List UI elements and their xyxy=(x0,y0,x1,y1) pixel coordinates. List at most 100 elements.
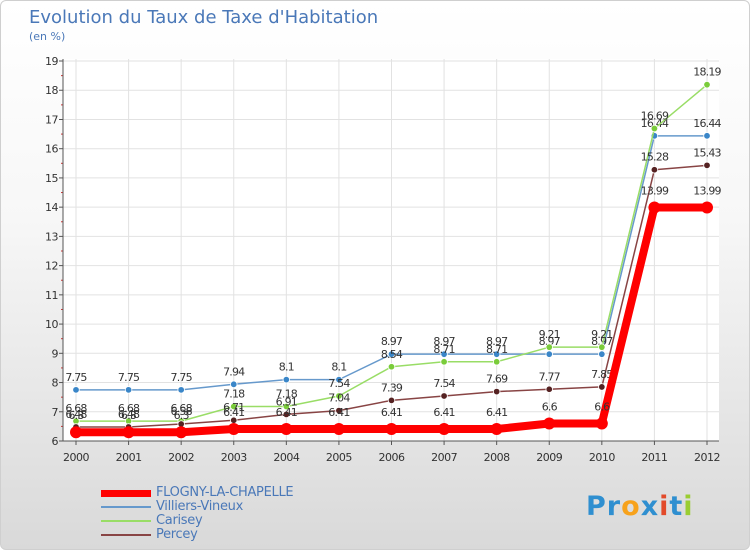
x-tick-label: 2002 xyxy=(168,451,194,464)
logo-letter: r xyxy=(606,491,622,522)
data-label-percey: 6.48 xyxy=(118,408,140,421)
data-point-percey xyxy=(387,396,396,405)
data-label-carisey: 7.54 xyxy=(328,377,350,390)
y-unit-label: (en %) xyxy=(29,30,66,43)
y-tick-label: 10 xyxy=(45,318,58,331)
data-point-flogny-la-chapelle xyxy=(595,417,608,430)
data-point-villiers-vineux xyxy=(230,380,238,388)
data-point-percey xyxy=(492,387,501,396)
data-point-percey xyxy=(440,392,448,400)
legend-swatch-carisey xyxy=(101,520,151,522)
data-point-flogny-la-chapelle xyxy=(280,423,293,436)
data-point-flogny-la-chapelle xyxy=(543,417,556,430)
legend-swatch-flogny xyxy=(101,490,151,497)
data-label-carisey: 6.68 xyxy=(118,402,140,415)
data-point-carisey xyxy=(598,343,606,351)
data-label-villiers-vineux: 7.75 xyxy=(171,371,193,384)
data-point-villiers-vineux xyxy=(282,375,291,384)
data-label-flogny-la-chapelle: 6.6 xyxy=(594,400,610,413)
logo-letter: i xyxy=(659,491,670,522)
data-label-villiers-vineux: 8.97 xyxy=(539,335,561,348)
x-tick-label: 2006 xyxy=(379,451,405,464)
data-point-villiers-vineux xyxy=(598,350,606,358)
data-point-villiers-vineux xyxy=(387,350,396,358)
data-label-flogny-la-chapelle: 6.41 xyxy=(328,406,349,419)
data-point-carisey xyxy=(335,392,343,400)
data-label-carisey: 6.68 xyxy=(171,402,193,415)
data-label-villiers-vineux: 7.75 xyxy=(118,371,140,384)
data-point-villiers-vineux xyxy=(72,386,80,394)
data-label-carisey: 9.21 xyxy=(539,328,560,341)
y-tick-label: 9 xyxy=(52,347,59,360)
x-tick-label: 2003 xyxy=(221,451,247,464)
data-label-percey: 15.28 xyxy=(641,151,669,164)
data-point-villiers-vineux xyxy=(335,375,343,384)
data-point-percey xyxy=(703,161,711,170)
data-point-flogny-la-chapelle xyxy=(70,426,82,439)
data-label-percey: 6.58 xyxy=(171,405,193,418)
data-point-percey xyxy=(282,410,291,419)
data-label-villiers-vineux: 8.97 xyxy=(381,335,403,348)
data-point-villiers-vineux xyxy=(440,350,448,358)
x-tick-label: 2005 xyxy=(326,451,352,464)
data-label-carisey: 8.71 xyxy=(433,343,454,356)
data-point-carisey xyxy=(440,358,448,366)
data-label-villiers-vineux: 8.1 xyxy=(279,361,294,374)
y-tick-label: 12 xyxy=(45,260,58,273)
data-label-percey: 6.48 xyxy=(65,408,87,421)
data-point-carisey xyxy=(545,343,553,351)
data-label-percey: 6.71 xyxy=(223,401,244,414)
data-label-villiers-vineux: 8.97 xyxy=(433,335,455,348)
data-label-carisey: 9.21 xyxy=(591,328,612,341)
data-label-villiers-vineux: 16.44 xyxy=(693,117,721,130)
data-point-percey xyxy=(598,383,606,391)
data-label-carisey: 7.18 xyxy=(223,388,245,401)
data-label-percey: 7.39 xyxy=(381,381,403,394)
data-point-percey xyxy=(335,406,343,415)
data-label-carisey: 7.18 xyxy=(276,388,298,401)
x-tick-label: 2001 xyxy=(116,451,142,464)
data-point-flogny-la-chapelle xyxy=(701,201,713,214)
data-label-flogny-la-chapelle: 6.41 xyxy=(223,406,244,419)
x-tick-label: 2009 xyxy=(536,451,562,464)
x-tick-label: 2004 xyxy=(273,451,299,464)
logo-letter: x xyxy=(640,491,660,522)
data-point-flogny-la-chapelle xyxy=(490,423,503,436)
y-tick-label: 7 xyxy=(52,406,59,419)
y-tick-label: 13 xyxy=(45,230,58,243)
data-point-villiers-vineux xyxy=(545,350,553,358)
data-label-carisey: 8.54 xyxy=(381,348,403,361)
y-tick-label: 18 xyxy=(45,84,58,97)
data-label-villiers-vineux: 7.94 xyxy=(223,365,245,378)
data-point-villiers-vineux xyxy=(492,350,501,358)
data-point-flogny-la-chapelle xyxy=(122,426,135,439)
y-tick-label: 16 xyxy=(45,143,58,156)
x-tick-label: 2008 xyxy=(484,451,510,464)
data-point-flogny-la-chapelle xyxy=(227,423,240,436)
x-tick-label: 2012 xyxy=(694,451,720,464)
data-label-percey: 7.85 xyxy=(591,368,613,381)
data-label-flogny-la-chapelle: 6.41 xyxy=(486,406,507,419)
data-label-flogny-la-chapelle: 13.99 xyxy=(693,184,721,197)
data-label-flogny-la-chapelle: 6.41 xyxy=(381,406,402,419)
data-point-carisey xyxy=(650,124,659,133)
chart-title: Evolution du Taux de Taxe d'Habitation xyxy=(29,7,379,28)
data-point-percey xyxy=(650,166,659,174)
legend-label-percey: Percey xyxy=(156,527,198,542)
y-tick-label: 8 xyxy=(52,377,59,390)
data-label-flogny-la-chapelle: 6.3 xyxy=(68,409,84,422)
legend-label-carisey: Carisey xyxy=(156,513,203,528)
data-label-percey: 15.43 xyxy=(693,146,721,159)
data-label-flogny-la-chapelle: 6.41 xyxy=(276,406,297,419)
data-label-villiers-vineux: 8.97 xyxy=(486,335,508,348)
proxiti-logo: Proxiti xyxy=(586,491,694,522)
data-label-carisey: 8.71 xyxy=(486,343,507,356)
legend-swatch-villiers xyxy=(101,506,151,508)
data-label-villiers-vineux: 8.1 xyxy=(331,361,346,374)
data-point-flogny-la-chapelle xyxy=(385,423,398,436)
data-label-flogny-la-chapelle: 6.3 xyxy=(174,409,190,422)
x-tick-label: 2007 xyxy=(431,451,457,464)
logo-letter: i xyxy=(683,491,694,522)
data-label-carisey: 18.19 xyxy=(693,66,721,79)
